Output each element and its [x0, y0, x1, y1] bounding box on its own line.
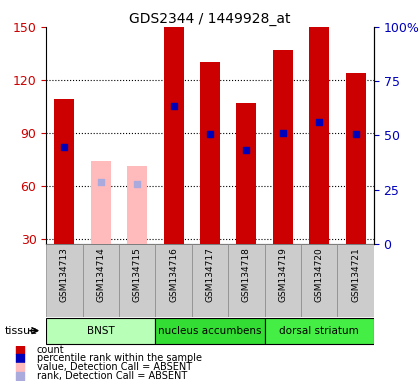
Point [61, 144, 68, 150]
Bar [200, 62, 220, 244]
Point [170, 103, 177, 109]
Point [243, 147, 250, 154]
Text: GSM134715: GSM134715 [133, 248, 142, 302]
Text: BNST: BNST [87, 326, 115, 336]
Text: dorsal striatum: dorsal striatum [279, 326, 359, 336]
Text: count: count [37, 345, 64, 355]
Bar [273, 50, 293, 244]
Bar [55, 99, 74, 244]
Text: GSM134718: GSM134718 [242, 248, 251, 302]
Text: GSM134719: GSM134719 [278, 248, 287, 302]
Bar [346, 73, 366, 244]
Bar [127, 166, 147, 244]
Point [17, 347, 24, 353]
Bar [265, 244, 301, 317]
Bar [265, 318, 374, 344]
Bar [155, 244, 192, 317]
Text: GSM134714: GSM134714 [96, 248, 105, 302]
Point [17, 364, 24, 370]
Bar [301, 244, 337, 317]
Bar [119, 244, 155, 317]
Point [316, 119, 323, 125]
Text: GSM134713: GSM134713 [60, 248, 69, 302]
Bar [192, 244, 228, 317]
Bar [236, 103, 257, 244]
Bar [309, 23, 329, 244]
Text: percentile rank within the sample: percentile rank within the sample [37, 353, 202, 363]
Bar [337, 244, 374, 317]
Text: GSM134717: GSM134717 [205, 248, 215, 302]
Point [352, 131, 359, 137]
Point [97, 179, 104, 185]
Text: rank, Detection Call = ABSENT: rank, Detection Call = ABSENT [37, 371, 187, 381]
Bar [46, 318, 155, 344]
Bar [91, 161, 111, 244]
Point [17, 355, 24, 361]
Bar [83, 244, 119, 317]
Bar [155, 318, 265, 344]
Text: tissue: tissue [5, 326, 38, 336]
Point [279, 130, 286, 136]
Bar [46, 244, 83, 317]
Bar [228, 244, 265, 317]
Text: value, Detection Call = ABSENT: value, Detection Call = ABSENT [37, 362, 192, 372]
Bar [164, 6, 184, 244]
Text: nucleus accumbens: nucleus accumbens [158, 326, 262, 336]
Text: GSM134720: GSM134720 [315, 248, 324, 302]
Text: GSM134716: GSM134716 [169, 248, 178, 302]
Title: GDS2344 / 1449928_at: GDS2344 / 1449928_at [129, 12, 291, 26]
Point [134, 181, 141, 187]
Point [17, 372, 24, 379]
Point [207, 131, 213, 137]
Text: GSM134721: GSM134721 [351, 248, 360, 302]
